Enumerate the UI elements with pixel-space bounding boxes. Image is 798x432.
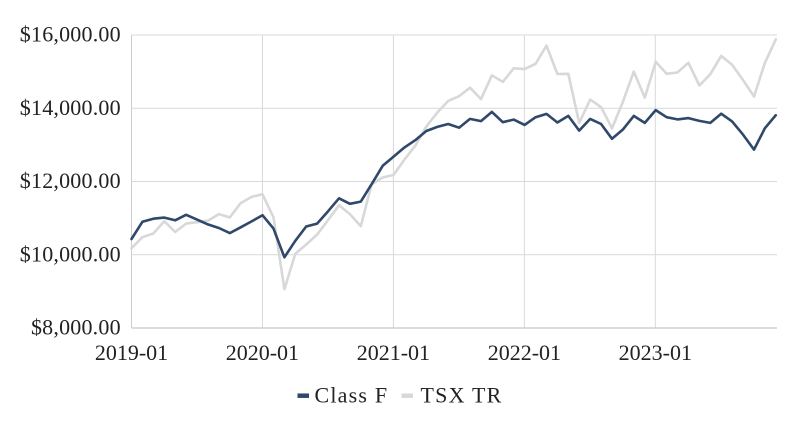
svg-text:2022-01: 2022-01: [488, 340, 561, 365]
svg-text:$16,000.00: $16,000.00: [20, 22, 121, 47]
svg-text:2020-01: 2020-01: [226, 340, 299, 365]
svg-text:$8,000.00: $8,000.00: [31, 315, 121, 340]
svg-text:$14,000.00: $14,000.00: [20, 95, 121, 120]
svg-text:2023-01: 2023-01: [619, 340, 692, 365]
svg-text:$10,000.00: $10,000.00: [20, 241, 121, 266]
svg-text:2019-01: 2019-01: [95, 340, 168, 365]
svg-text:TSX TR: TSX TR: [421, 383, 503, 408]
svg-text:2021-01: 2021-01: [357, 340, 430, 365]
svg-text:Class F: Class F: [315, 383, 389, 408]
svg-text:$12,000.00: $12,000.00: [20, 168, 121, 193]
